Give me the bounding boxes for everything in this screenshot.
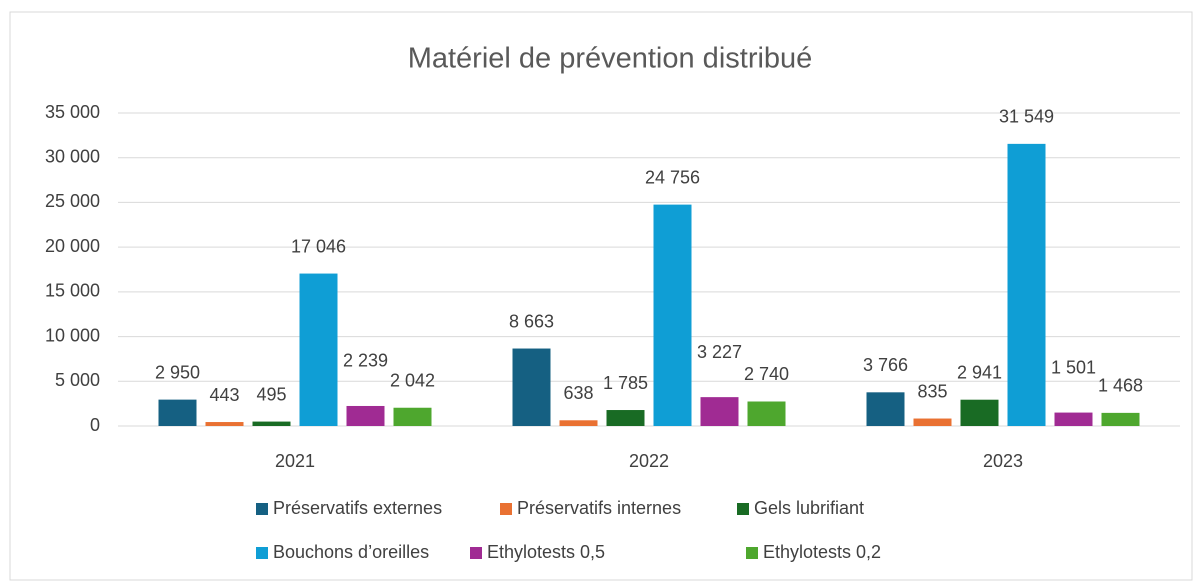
- data-label: 1 501: [1051, 357, 1096, 377]
- bar: [559, 420, 598, 426]
- legend-swatch: [470, 547, 482, 559]
- legend-label: Ethylotests 0,2: [763, 542, 881, 562]
- bar: [346, 405, 385, 426]
- y-tick-label: 30 000: [45, 146, 100, 166]
- data-label: 638: [563, 383, 593, 403]
- bar: [913, 418, 952, 426]
- legend-label: Bouchons d’oreilles: [273, 542, 429, 562]
- y-tick-label: 15 000: [45, 281, 100, 301]
- bar: [653, 204, 692, 426]
- x-tick-label: 2023: [983, 451, 1023, 471]
- data-label: 1 785: [603, 373, 648, 393]
- data-label: 17 046: [291, 236, 346, 256]
- bar: [512, 348, 551, 426]
- legend-label: Préservatifs internes: [517, 498, 681, 518]
- bar: [866, 392, 905, 426]
- bar: [1054, 412, 1093, 426]
- chart-title: Matériel de prévention distribué: [408, 43, 813, 75]
- bar: [747, 401, 786, 426]
- chart-frame: [9, 11, 1193, 581]
- legend-label: Préservatifs externes: [273, 498, 442, 518]
- x-tick-label: 2021: [275, 451, 315, 471]
- data-label: 835: [917, 381, 947, 401]
- legend-swatch: [500, 503, 512, 515]
- legend-swatch: [256, 547, 268, 559]
- bar: [158, 399, 197, 426]
- bar: [299, 273, 338, 426]
- legend-label: Ethylotests 0,5: [487, 542, 605, 562]
- legend-swatch: [746, 547, 758, 559]
- bar: [393, 407, 432, 426]
- data-label: 3 227: [697, 342, 742, 362]
- y-tick-label: 5 000: [55, 370, 100, 390]
- y-tick-label: 35 000: [45, 102, 100, 122]
- data-label: 2 950: [155, 362, 200, 382]
- x-tick-label: 2022: [629, 451, 669, 471]
- data-label: 3 766: [863, 355, 908, 375]
- bar: [1101, 412, 1140, 426]
- y-tick-label: 10 000: [45, 325, 100, 345]
- data-label: 2 239: [343, 351, 388, 371]
- bar: [1007, 143, 1046, 426]
- y-tick-label: 0: [90, 415, 100, 435]
- data-label: 443: [209, 385, 239, 405]
- data-label: 24 756: [645, 167, 700, 187]
- legend-swatch: [256, 503, 268, 515]
- data-label: 2 042: [390, 370, 435, 390]
- data-label: 1 468: [1098, 376, 1143, 396]
- data-label: 2 941: [957, 362, 1002, 382]
- bar: [960, 399, 999, 426]
- bar: [252, 421, 291, 426]
- data-label: 495: [256, 384, 286, 404]
- legend-swatch: [737, 503, 749, 515]
- y-tick-label: 20 000: [45, 236, 100, 256]
- legend-label: Gels lubrifiant: [754, 498, 864, 518]
- bar: [606, 410, 645, 426]
- data-label: 2 740: [744, 364, 789, 384]
- bar: [205, 422, 244, 426]
- data-label: 8 663: [509, 311, 554, 331]
- data-label: 31 549: [999, 107, 1054, 127]
- y-tick-label: 25 000: [45, 191, 100, 211]
- bar: [700, 397, 739, 426]
